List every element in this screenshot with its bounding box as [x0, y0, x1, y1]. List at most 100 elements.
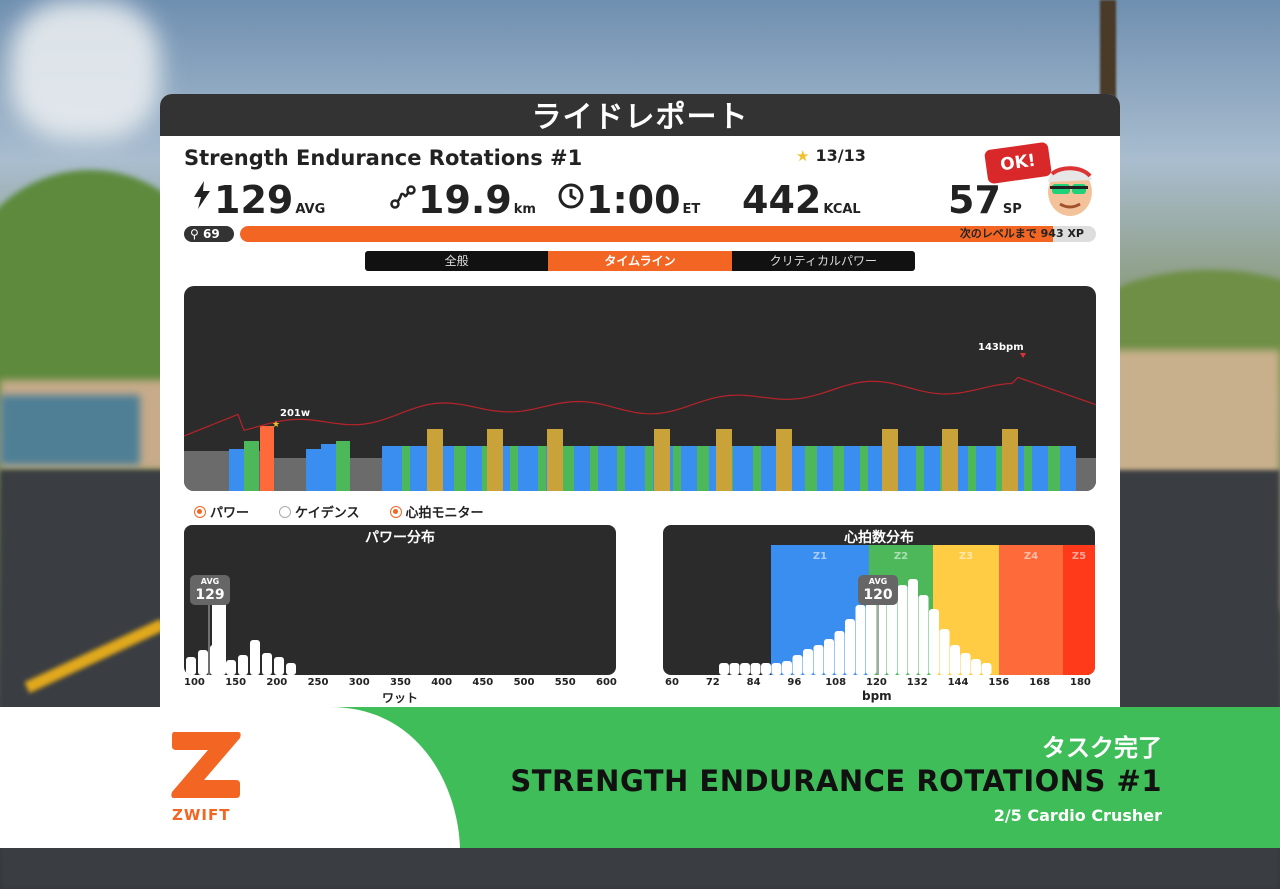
power-stripe	[817, 446, 821, 491]
axis-tick-label: 144	[948, 677, 968, 688]
radio-heart-rate[interactable]	[390, 506, 402, 518]
radio-cadence[interactable]	[279, 506, 291, 518]
axis-tick-label: 168	[1029, 677, 1049, 688]
power-stripe	[621, 446, 625, 491]
power-block-max	[260, 426, 274, 491]
power-peak	[547, 429, 563, 491]
power-stripe	[872, 446, 876, 491]
power-stripe	[996, 446, 1000, 491]
tab-timeline[interactable]: タイムライン	[548, 251, 731, 271]
axis-tick-label: 150	[225, 677, 245, 688]
hr-histogram-bar	[751, 663, 761, 675]
power-stripe	[482, 446, 486, 491]
power-stripe	[450, 446, 454, 491]
power-stripe	[813, 446, 817, 491]
chart-legend: パワー ケイデンス 心拍モニター	[194, 502, 484, 521]
power-peak	[487, 429, 503, 491]
legend-power[interactable]: パワー	[194, 502, 249, 521]
power-stripe	[741, 446, 745, 491]
hr-histogram-bar	[782, 661, 792, 675]
power-stripe	[801, 446, 805, 491]
power-stripe	[514, 446, 518, 491]
stat-distance: 19.9 km	[390, 178, 536, 222]
ride-title: Strength Endurance Rotations #1	[184, 146, 582, 170]
hr-histogram-bar	[740, 663, 750, 675]
axis-tick-label: 156	[988, 677, 1008, 688]
bike-icon: ⚲	[190, 227, 199, 241]
power-stripe	[697, 446, 701, 491]
power-peak	[716, 429, 732, 491]
power-stripe	[864, 446, 868, 491]
hr-histogram-bar	[887, 599, 897, 675]
tab-overview[interactable]: 全般	[365, 251, 548, 271]
max-hr-label: 143bpm	[978, 342, 1024, 353]
radio-power[interactable]	[194, 506, 206, 518]
max-power-star-icon: ★	[272, 420, 280, 430]
power-stripe	[709, 446, 713, 491]
timeline-chart: 201w ★ 143bpm	[184, 286, 1096, 491]
axis-tick-label: 100	[184, 677, 204, 688]
power-stripe	[398, 446, 402, 491]
power-stripe	[454, 446, 458, 491]
axis-tick-label: 72	[703, 677, 723, 688]
axis-tick-label: 60	[662, 677, 682, 688]
hr-zone-label: Z4	[1024, 551, 1038, 562]
power-stripe	[960, 446, 964, 491]
power-stripe	[394, 446, 398, 491]
power-stripe	[1052, 446, 1056, 491]
power-stripe	[1048, 446, 1052, 491]
hr-histogram-bar	[824, 639, 834, 675]
power-stripe	[677, 446, 681, 491]
power-histogram-bar	[274, 657, 284, 675]
power-histogram-bar	[198, 650, 208, 675]
power-stripe	[566, 446, 570, 491]
hr-zone-label: Z2	[894, 551, 908, 562]
legend-cadence[interactable]: ケイデンス	[279, 502, 359, 521]
axis-tick-label: 500	[514, 677, 534, 688]
axis-tick-label: 450	[472, 677, 492, 688]
power-stripe	[904, 446, 908, 491]
power-stripe	[578, 446, 582, 491]
power-stripe	[876, 446, 880, 491]
power-stripe	[825, 446, 829, 491]
power-stripe	[422, 446, 426, 491]
power-stripe	[414, 446, 418, 491]
hr-zone-band	[999, 545, 1063, 675]
power-stripe	[916, 446, 920, 491]
power-stripe	[386, 446, 390, 491]
power-stripe	[733, 446, 737, 491]
axis-tick-label: 250	[308, 677, 328, 688]
power-stripe	[673, 446, 677, 491]
power-stripe	[964, 446, 968, 491]
power-stripe	[765, 446, 769, 491]
hr-histogram-bar	[719, 663, 729, 675]
axis-tick-label: 600	[596, 677, 616, 688]
hr-histogram-bar	[856, 605, 866, 675]
power-stripe	[693, 446, 697, 491]
hr-histogram-bar	[961, 653, 971, 675]
legend-heart-rate[interactable]: 心拍モニター	[390, 502, 484, 521]
power-stripe	[406, 446, 410, 491]
power-stripe	[1060, 446, 1064, 491]
axis-tick-label: 550	[555, 677, 575, 688]
power-stripe	[793, 446, 797, 491]
power-block	[336, 441, 350, 491]
power-stripe	[769, 446, 773, 491]
stars-count: ★ 13/13	[796, 146, 866, 165]
power-stripe	[805, 446, 809, 491]
hr-avg-value: 120	[863, 587, 892, 603]
power-stripe	[570, 446, 574, 491]
power-peak	[942, 429, 958, 491]
report-tabs: 全般 タイムライン クリティカルパワー	[365, 251, 915, 271]
power-stripe	[526, 446, 530, 491]
power-avg-value: 129	[195, 587, 224, 603]
power-stripe	[402, 446, 406, 491]
power-histogram-bar	[250, 640, 260, 675]
axis-tick-label: 200	[266, 677, 286, 688]
power-stripe	[908, 446, 912, 491]
hr-histogram-bar	[940, 629, 950, 675]
power-stripe	[749, 446, 753, 491]
tab-critical-power[interactable]: クリティカルパワー	[732, 251, 915, 271]
power-stripe	[992, 446, 996, 491]
power-stripe	[844, 446, 848, 491]
